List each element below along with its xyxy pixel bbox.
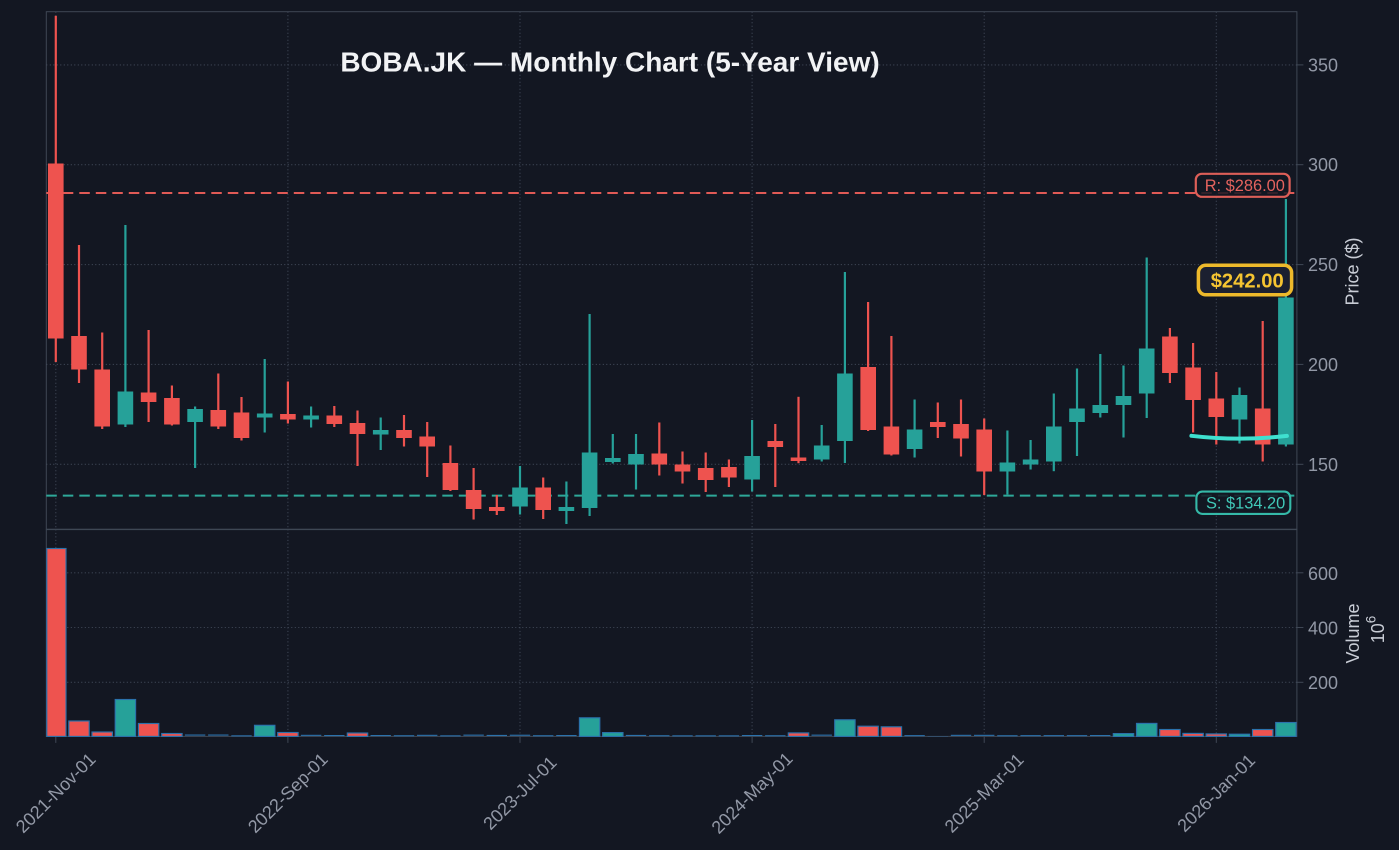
svg-text:BOBA.JK — Monthly Chart (5-Yea: BOBA.JK — Monthly Chart (5-Year View) <box>340 47 879 78</box>
svg-text:R: $286.00: R: $286.00 <box>1205 177 1285 195</box>
svg-text:400: 400 <box>1308 619 1338 639</box>
svg-text:200: 200 <box>1308 673 1338 693</box>
svg-text:$242.00: $242.00 <box>1211 270 1284 292</box>
svg-text:250: 250 <box>1308 255 1338 275</box>
svg-text:300: 300 <box>1308 155 1338 175</box>
svg-text:350: 350 <box>1308 55 1338 75</box>
svg-text:Price ($): Price ($) <box>1343 237 1363 305</box>
svg-text:150: 150 <box>1308 455 1338 475</box>
svg-text:200: 200 <box>1308 355 1338 375</box>
svg-text:Volume: Volume <box>1343 603 1363 663</box>
svg-text:S: $134.20: S: $134.20 <box>1206 494 1285 512</box>
svg-text:600: 600 <box>1308 564 1338 584</box>
